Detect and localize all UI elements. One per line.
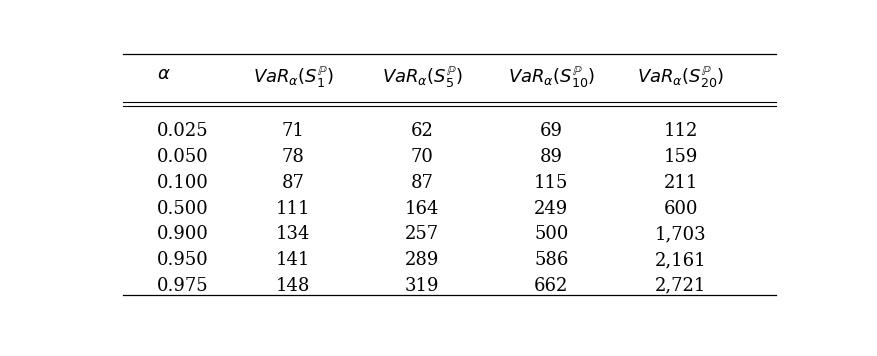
Text: 164: 164 <box>405 199 439 218</box>
Text: 70: 70 <box>410 148 434 166</box>
Text: 1,703: 1,703 <box>655 225 706 243</box>
Text: 87: 87 <box>410 174 434 192</box>
Text: 134: 134 <box>276 225 310 243</box>
Text: 0.900: 0.900 <box>157 225 209 243</box>
Text: $\alpha$: $\alpha$ <box>157 65 171 83</box>
Text: $VaR_{\alpha}(S_{10}^{\mathbb{P}})$: $VaR_{\alpha}(S_{10}^{\mathbb{P}})$ <box>508 65 595 90</box>
Text: 112: 112 <box>663 122 698 140</box>
Text: 211: 211 <box>663 174 698 192</box>
Text: 0.500: 0.500 <box>157 199 209 218</box>
Text: 319: 319 <box>405 277 439 295</box>
Text: 2,721: 2,721 <box>655 277 706 295</box>
Text: 0.100: 0.100 <box>157 174 209 192</box>
Text: 289: 289 <box>405 251 439 269</box>
Text: 141: 141 <box>276 251 310 269</box>
Text: 586: 586 <box>534 251 568 269</box>
Text: 62: 62 <box>410 122 434 140</box>
Text: 115: 115 <box>534 174 568 192</box>
Text: 0.025: 0.025 <box>157 122 209 140</box>
Text: 257: 257 <box>405 225 439 243</box>
Text: 0.050: 0.050 <box>157 148 209 166</box>
Text: 249: 249 <box>534 199 568 218</box>
Text: 159: 159 <box>663 148 698 166</box>
Text: $VaR_{\alpha}(S_{20}^{\mathbb{P}})$: $VaR_{\alpha}(S_{20}^{\mathbb{P}})$ <box>637 65 724 90</box>
Text: $VaR_{\alpha}(S_5^{\mathbb{P}})$: $VaR_{\alpha}(S_5^{\mathbb{P}})$ <box>381 65 463 90</box>
Text: 148: 148 <box>276 277 310 295</box>
Text: 662: 662 <box>534 277 568 295</box>
Text: $VaR_{\alpha}(S_1^{\mathbb{P}})$: $VaR_{\alpha}(S_1^{\mathbb{P}})$ <box>253 65 333 90</box>
Text: 0.950: 0.950 <box>157 251 209 269</box>
Text: 2,161: 2,161 <box>655 251 706 269</box>
Text: 500: 500 <box>534 225 568 243</box>
Text: 69: 69 <box>540 122 563 140</box>
Text: 0.975: 0.975 <box>157 277 209 295</box>
Text: 600: 600 <box>663 199 698 218</box>
Text: 111: 111 <box>276 199 310 218</box>
Text: 89: 89 <box>540 148 563 166</box>
Text: 71: 71 <box>282 122 304 140</box>
Text: 78: 78 <box>282 148 304 166</box>
Text: 87: 87 <box>282 174 304 192</box>
